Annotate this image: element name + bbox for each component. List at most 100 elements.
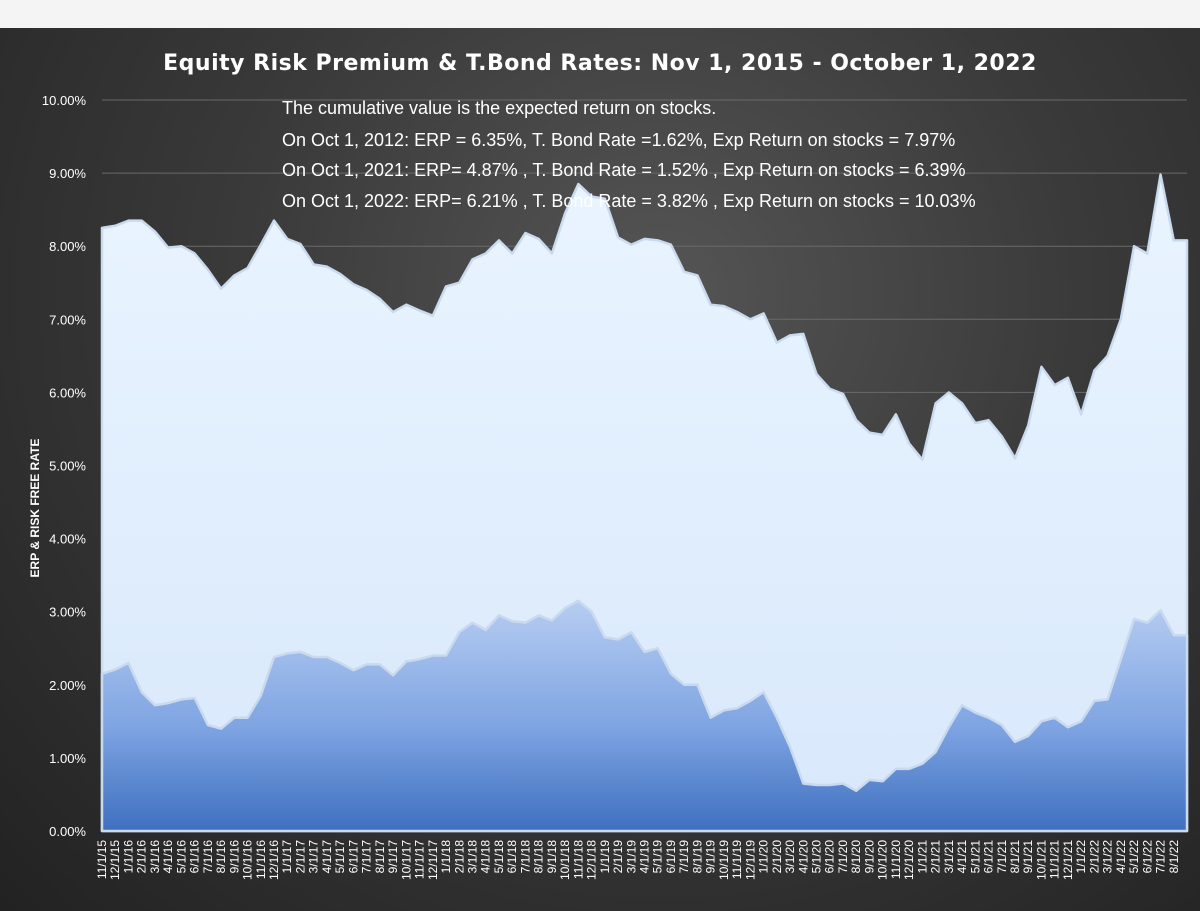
x-tick-label: 3/1/16 (148, 840, 162, 874)
y-tick-label: 2.00% (49, 678, 86, 693)
x-tick-label: 3/1/20 (783, 840, 797, 874)
x-tick-label: 6/1/18 (505, 840, 519, 874)
x-tick-label: 4/1/19 (638, 840, 652, 874)
x-tick-label: 2/1/16 (135, 840, 149, 874)
x-tick-label: 12/1/15 (108, 840, 122, 880)
x-tick-label: 4/1/22 (1114, 840, 1128, 874)
x-tick-label: 10/1/18 (558, 840, 572, 880)
y-tick-label: 8.00% (49, 239, 86, 254)
annotation-box: The cumulative value is the expected ret… (282, 98, 976, 211)
x-tick-label: 11/1/20 (889, 840, 903, 879)
x-tick-label: 1/1/16 (122, 840, 136, 874)
series-areas (100, 173, 1189, 833)
y-tick-label: 4.00% (49, 532, 86, 547)
x-tick-label: 6/1/19 (664, 840, 678, 874)
x-tick-label: 2/1/22 (1087, 840, 1101, 874)
x-tick-label: 10/1/17 (399, 840, 413, 880)
x-tick-label: 7/1/17 (360, 840, 374, 874)
x-tick-label: 5/1/21 (968, 840, 982, 874)
x-tick-label: 2/1/21 (929, 840, 943, 874)
x-tick-label: 1/1/22 (1074, 840, 1088, 874)
x-tick-label: 3/1/22 (1101, 840, 1115, 874)
x-tick-label: 9/1/21 (1021, 840, 1035, 874)
x-tick-label: 12/1/19 (743, 840, 757, 880)
x-tick-label: 1/1/17 (280, 840, 294, 874)
x-tick-label: 7/1/16 (201, 840, 215, 874)
y-axis-label: ERP & RISK FREE RATE (28, 439, 42, 578)
x-tick-label: 10/1/19 (717, 840, 731, 880)
x-tick-label: 1/1/18 (439, 840, 453, 874)
x-tick-label: 12/1/18 (585, 840, 599, 880)
t-bond-rate-area (100, 599, 1189, 833)
x-tick-label: 8/1/17 (373, 840, 387, 874)
x-tick-label: 11/1/17 (413, 840, 427, 879)
x-tick-label: 8/1/16 (214, 840, 228, 874)
x-tick-label: 11/1/18 (571, 840, 585, 879)
x-tick-label: 2/1/18 (452, 840, 466, 874)
x-tick-label: 2/1/20 (770, 840, 784, 874)
x-tick-label: 2/1/17 (294, 840, 308, 874)
x-tick-label: 5/1/19 (651, 840, 665, 874)
y-tick-label: 9.00% (49, 166, 86, 181)
x-tick-label: 1/1/21 (915, 840, 929, 874)
y-tick-label: 10.00% (42, 93, 87, 108)
x-tick-label: 7/1/18 (518, 840, 532, 874)
x-tick-label: 8/1/20 (849, 840, 863, 874)
x-tick-label: 8/1/19 (690, 840, 704, 874)
x-tick-label: 4/1/17 (320, 840, 334, 874)
x-tick-label: 6/1/17 (346, 840, 360, 874)
x-tick-label: 8/1/21 (1008, 840, 1022, 874)
x-tick-label: 6/1/20 (823, 840, 837, 874)
x-tick-label: 7/1/19 (677, 840, 691, 874)
x-tick-label: 9/1/18 (545, 840, 559, 874)
chart-panel: 0.00% 1.00% 2.00% 3.00% 4.00% 5.00% 6.00% 7.00%… (0, 28, 1200, 911)
x-tick-label: 11/1/15 (95, 840, 109, 879)
x-tick-label: 4/1/18 (479, 840, 493, 874)
x-tick-label: 8/1/18 (532, 840, 546, 874)
top-bar (0, 0, 1200, 28)
x-tick-label: 9/1/16 (227, 840, 241, 874)
y-tick-label: 3.00% (49, 605, 86, 620)
x-tick-label: 12/1/20 (902, 840, 916, 880)
annotation-line-2: On Oct 1, 2012: ERP = 6.35%, T. Bond Rat… (282, 130, 955, 150)
y-tick-label: 0.00% (49, 824, 86, 839)
x-tick-label: 12/1/16 (267, 840, 281, 880)
x-tick-label: 6/1/16 (188, 840, 202, 874)
area-chart: 0.00% 1.00% 2.00% 3.00% 4.00% 5.00% 6.00% 7.00%… (28, 51, 1189, 880)
x-tick-label: 12/1/21 (1061, 840, 1075, 880)
x-tick-label: 9/1/17 (386, 840, 400, 874)
x-tick-label: 9/1/20 (862, 840, 876, 874)
x-tick-label: 3/1/19 (624, 840, 638, 874)
annotation-line-3: On Oct 1, 2021: ERP= 4.87% , T. Bond Rat… (282, 160, 966, 180)
x-tick-label: 10/1/21 (1035, 840, 1049, 880)
x-tick-label: 11/1/19 (730, 840, 744, 879)
x-tick-label: 1/1/20 (757, 840, 771, 874)
y-tick-label: 5.00% (49, 459, 86, 474)
x-tick-label: 11/1/16 (254, 840, 268, 879)
x-tick-label: 9/1/19 (704, 840, 718, 874)
annotation-line-1: The cumulative value is the expected ret… (282, 98, 716, 118)
x-tick-label: 5/1/18 (492, 840, 506, 874)
y-tick-label: 6.00% (49, 385, 86, 400)
x-tick-label: 7/1/22 (1154, 840, 1168, 874)
x-tick-label: 7/1/21 (995, 840, 1009, 874)
x-tick-label: 6/1/21 (982, 840, 996, 874)
x-tick-label: 10/1/16 (241, 840, 255, 880)
chart-title: Equity Risk Premium & T.Bond Rates: Nov … (163, 51, 1037, 76)
x-tick-label: 6/1/22 (1140, 840, 1154, 874)
x-tick-label: 3/1/18 (466, 840, 480, 874)
y-axis-ticks: 0.00% 1.00% 2.00% 3.00% 4.00% 5.00% 6.00% 7.00%… (42, 93, 87, 839)
y-tick-label: 7.00% (49, 312, 86, 327)
x-tick-label: 5/1/20 (810, 840, 824, 874)
x-tick-label: 11/1/21 (1048, 840, 1062, 879)
x-tick-label: 5/1/22 (1127, 840, 1141, 874)
annotation-line-4: On Oct 1, 2022: ERP= 6.21% , T. Bond Rat… (282, 191, 976, 211)
x-tick-label: 4/1/21 (955, 840, 969, 874)
x-tick-label: 8/1/22 (1167, 840, 1181, 874)
x-tick-label: 5/1/16 (174, 840, 188, 874)
x-tick-label: 3/1/17 (307, 840, 321, 874)
x-tick-label: 2/1/19 (611, 840, 625, 874)
x-tick-label: 4/1/20 (796, 840, 810, 874)
x-tick-label: 7/1/20 (836, 840, 850, 874)
x-tick-label: 1/1/19 (598, 840, 612, 874)
